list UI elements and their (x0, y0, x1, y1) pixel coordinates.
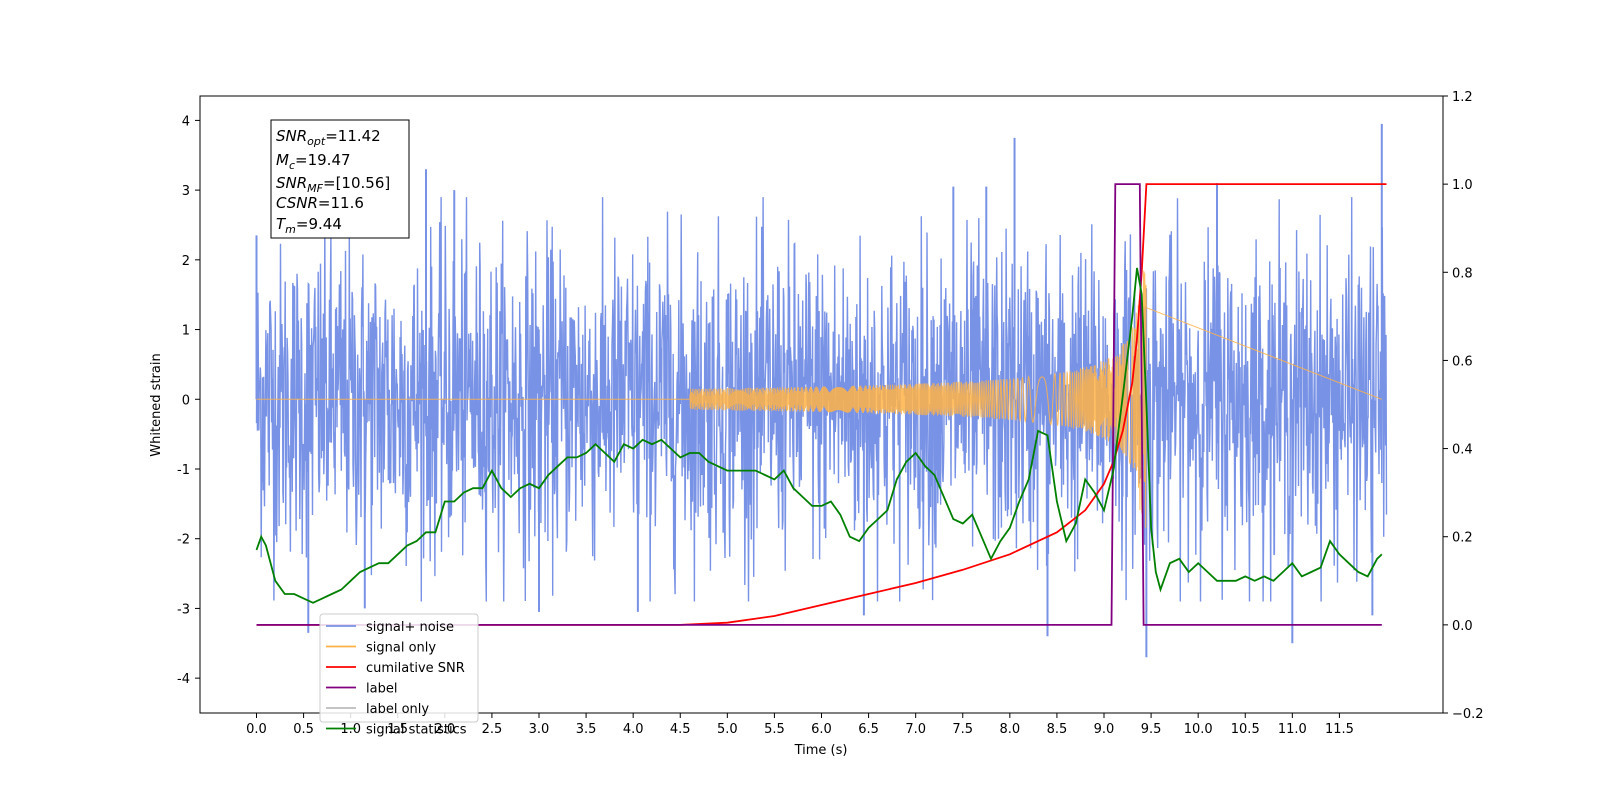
x-tick-label: 9.0 (1094, 722, 1115, 737)
info-box-line: SNRopt=11.42 (276, 127, 381, 148)
legend-label: signal+ noise (366, 620, 454, 635)
x-tick-label: 7.5 (952, 722, 973, 737)
x-tick-label: 2.5 (482, 722, 503, 737)
x-axis-label: Time (s) (794, 743, 848, 758)
x-tick-label: 10.5 (1231, 722, 1260, 737)
x-tick-label: 10.0 (1184, 722, 1213, 737)
y-right-tick-label: 1.0 (1452, 178, 1473, 193)
x-tick-label: 11.5 (1325, 722, 1354, 737)
y-left-tick-label: 0 (182, 393, 190, 408)
legend-frame (319, 613, 479, 723)
info-box-line: Mc=19.47 (276, 151, 351, 172)
y-left-tick-label: -1 (177, 463, 190, 478)
x-tick-label: 7.0 (905, 722, 926, 737)
label-line (256, 183, 1382, 626)
x-tick-label: 2.0 (434, 722, 455, 737)
y-right-tick-label: 0.0 (1452, 619, 1473, 634)
cumulative-snr-line (256, 183, 1387, 626)
x-tick-label: 1.5 (387, 722, 408, 737)
x-tick-label: 6.0 (811, 722, 832, 737)
x-tick-label: 4.5 (670, 722, 691, 737)
y-right-tick-label: 0.6 (1452, 354, 1473, 369)
info-box-line: Tm=9.44 (276, 215, 342, 236)
signal-statistics-line (255, 267, 1383, 604)
y-left-tick-label: -4 (177, 672, 190, 687)
x-axis-ticks: 0.0 0.5 1.0 1.5 2.0 2.5 3.0 3.5 4.0 4.5 5.0 5.5 6.0 6… (246, 713, 1354, 737)
y-right-tick-label: 0.8 (1452, 266, 1473, 281)
x-tick-label: 8.0 (999, 722, 1020, 737)
y-left-tick-label: -3 (177, 602, 190, 617)
x-tick-label: 3.5 (576, 722, 597, 737)
y-right-tick-label: 0.2 (1452, 531, 1473, 546)
legend-label: label only (366, 702, 429, 717)
x-tick-label: 0.0 (246, 722, 267, 737)
y-left-tick-label: 4 (182, 114, 190, 129)
legend-label: signal statistics (366, 723, 467, 738)
y-axis-left-ticks: 4 3 2 1 0 -1 -2 -3 -4 (177, 114, 200, 687)
y-right-tick-label: 0.4 (1452, 443, 1473, 458)
y-left-tick-label: 3 (182, 184, 190, 199)
x-tick-label: 1.0 (340, 722, 361, 737)
legend-label: signal only (366, 641, 436, 656)
x-tick-label: 11.0 (1278, 722, 1307, 737)
y-axis-right-ticks: 1.2 1.0 0.8 0.6 0.4 0.2 0.0 −0.2 (1443, 90, 1484, 722)
x-tick-label: 6.5 (858, 722, 879, 737)
x-tick-label: 0.5 (293, 722, 314, 737)
y-right-tick-label: −0.2 (1452, 707, 1484, 722)
signal-noise-series (255, 123, 1388, 658)
y-right-tick-label: 1.2 (1452, 90, 1473, 105)
x-tick-label: 9.5 (1141, 722, 1162, 737)
y-left-tick-label: 1 (182, 324, 190, 339)
info-box-line: CSNR=11.6 (276, 194, 364, 212)
legend-label: cumilative SNR (366, 661, 465, 676)
x-tick-label: 5.5 (764, 722, 785, 737)
info-box: SNRopt=11.42 Mc=19.47SNRMF=[10.56]CSNR=11… (270, 119, 410, 239)
x-tick-label: 4.0 (623, 722, 644, 737)
y-axis-label: Whitened strain (149, 353, 164, 456)
legend: signal+ noise signal only cumilative SNR la… (319, 613, 479, 738)
x-tick-label: 8.5 (1047, 722, 1068, 737)
signal-only-line (256, 269, 1382, 528)
info-box-line: SNRMF=[10.56] (276, 174, 390, 195)
signal-only-series (256, 269, 1382, 528)
signal-noise-line (255, 197, 1388, 602)
line-series-group (255, 183, 1387, 626)
y-left-tick-label: -2 (177, 533, 190, 548)
legend-label: label (366, 682, 397, 697)
y-left-tick-label: 2 (182, 254, 190, 269)
x-tick-label: 5.0 (717, 722, 738, 737)
info-box-frame (270, 119, 410, 239)
x-tick-label: 3.0 (529, 722, 550, 737)
